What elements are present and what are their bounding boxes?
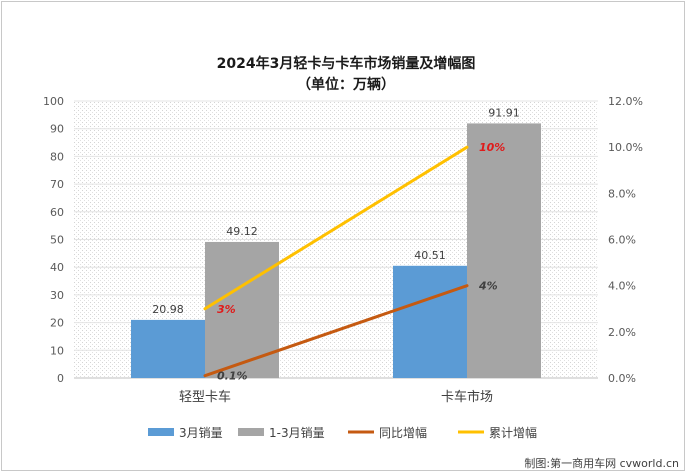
legend-label: 3月销量 <box>179 426 223 440</box>
bar <box>131 319 205 378</box>
legend-swatch <box>148 428 174 436</box>
y-tick-label: 20 <box>50 317 64 330</box>
bar-data-label: 91.91 <box>488 106 520 119</box>
category-label: 卡车市场 <box>441 389 493 405</box>
y-tick-label: 90 <box>50 123 64 136</box>
y-tick-label: 40 <box>50 261 64 274</box>
y2-tick-label: 0.0% <box>608 372 636 385</box>
legend-label: 累计增幅 <box>489 425 537 440</box>
line-data-label: 0.1% <box>217 370 248 383</box>
chart-subtitle: （单位：万辆） <box>297 76 395 93</box>
y2-tick-label: 12.0% <box>608 95 643 108</box>
chart-credit: 制图:第一商用车网 cvworld.cn <box>524 456 679 470</box>
bar-data-label: 40.51 <box>414 249 446 262</box>
y-tick-label: 50 <box>50 234 64 247</box>
legend-swatch <box>238 428 264 436</box>
y2-tick-label: 2.0% <box>608 326 636 339</box>
bar-data-label: 49.12 <box>226 225 258 238</box>
line-data-label: 4% <box>478 280 498 293</box>
chart-title: 2024年3月轻卡与卡车市场销量及增幅图 <box>217 55 476 72</box>
y2-tick-label: 10.0% <box>608 141 643 154</box>
legend-label: 1-3月销量 <box>269 426 325 440</box>
y2-tick-label: 6.0% <box>608 234 636 247</box>
bar <box>393 265 467 378</box>
y-tick-label: 30 <box>50 289 64 302</box>
category-label: 轻型卡车 <box>179 389 231 405</box>
y2-tick-label: 8.0% <box>608 187 636 200</box>
bar-data-label: 20.98 <box>152 303 184 316</box>
y-tick-label: 0 <box>57 372 64 385</box>
bar <box>467 123 541 378</box>
y-tick-label: 100 <box>43 95 64 108</box>
line-data-label: 3% <box>217 303 236 316</box>
y2-tick-label: 4.0% <box>608 280 636 293</box>
series-line <box>203 284 469 378</box>
y-tick-label: 60 <box>50 206 64 219</box>
series-line <box>203 145 469 311</box>
legend-label: 同比增幅 <box>379 425 427 440</box>
y-tick-label: 70 <box>50 178 64 191</box>
y-tick-label: 80 <box>50 150 64 163</box>
y-tick-label: 10 <box>50 344 64 357</box>
line-data-label: 10% <box>479 141 505 154</box>
